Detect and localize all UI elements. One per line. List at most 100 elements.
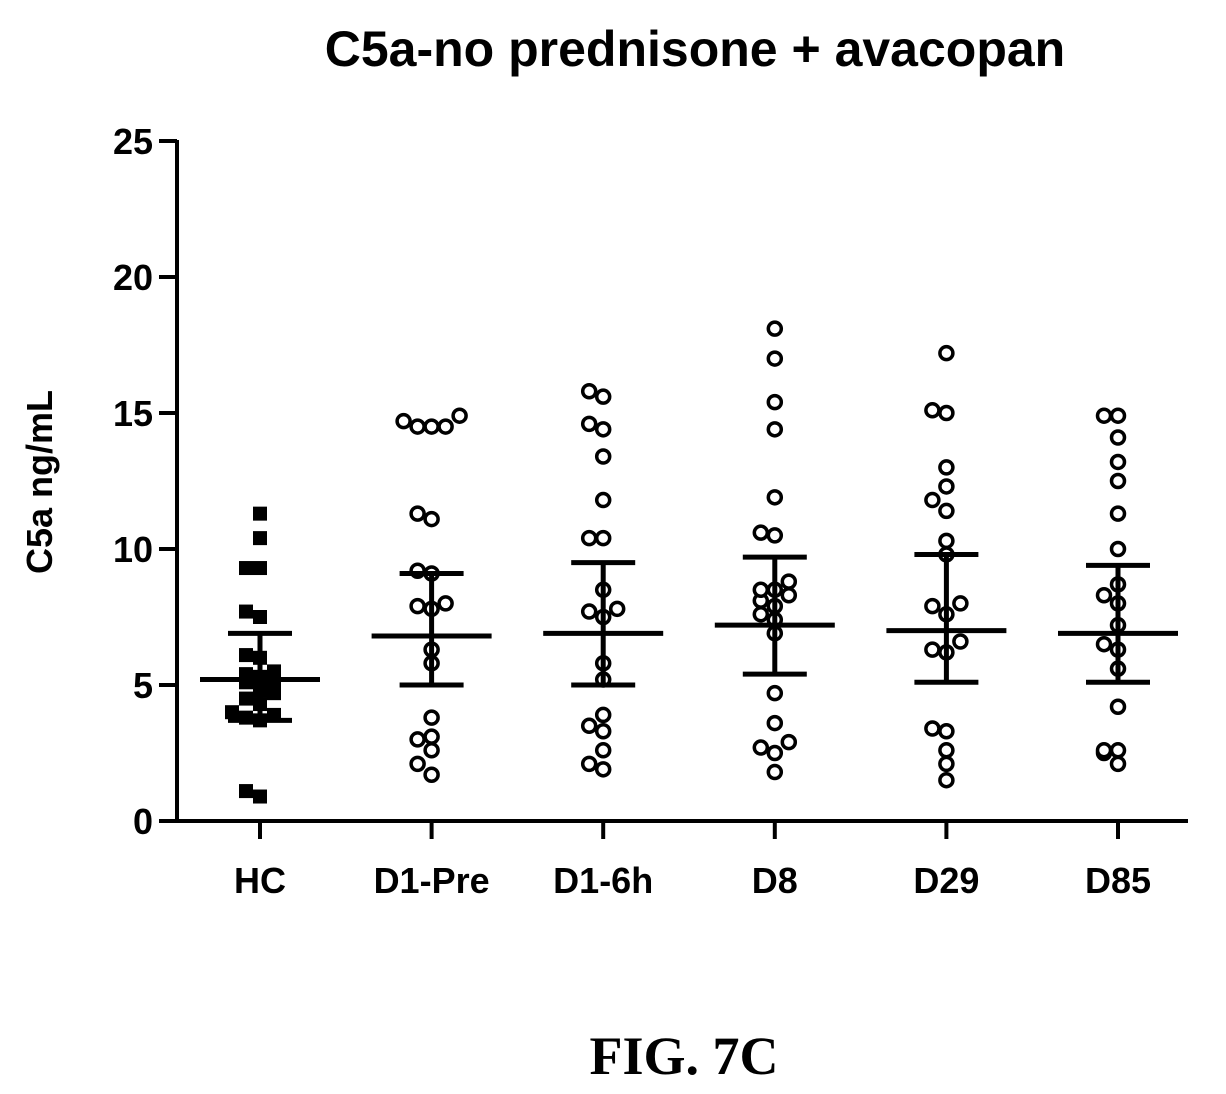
data-point — [938, 502, 955, 520]
data-point — [451, 407, 468, 424]
data-point — [766, 684, 784, 702]
data-point — [594, 529, 612, 547]
data-point — [766, 489, 784, 506]
data-point — [924, 597, 941, 615]
data-point — [580, 529, 598, 547]
data-point — [924, 720, 941, 737]
data-point — [766, 527, 784, 544]
data-point — [780, 573, 798, 590]
data-point — [1109, 505, 1127, 522]
data-point — [267, 664, 281, 679]
data-point — [1109, 453, 1127, 471]
data-point — [253, 789, 267, 804]
data-point — [594, 491, 612, 509]
y-axis-label: C5a ng/mL — [19, 390, 60, 574]
data-point — [766, 744, 784, 762]
data-point — [395, 412, 412, 430]
data-point — [752, 739, 770, 756]
data-point — [594, 388, 612, 405]
data-point — [437, 595, 454, 612]
data-point — [580, 755, 598, 773]
data-point — [423, 418, 440, 435]
data-point — [423, 766, 440, 784]
data-point — [409, 731, 426, 748]
data-point — [409, 597, 426, 615]
data-point — [423, 742, 440, 759]
data-point — [780, 733, 798, 751]
data-point — [1095, 586, 1113, 604]
x-tick-label: D1-6h — [553, 860, 653, 901]
x-tick-label: D8 — [752, 860, 798, 901]
data-point — [952, 633, 969, 650]
data-point — [1109, 540, 1127, 558]
data-point — [924, 491, 941, 509]
data-point — [938, 344, 955, 362]
data-point — [423, 728, 440, 745]
data-point — [938, 755, 955, 773]
data-point — [253, 561, 267, 576]
data-point — [267, 686, 281, 701]
data-point — [409, 418, 426, 435]
data-point — [580, 382, 598, 400]
data-point — [1095, 635, 1113, 653]
data-point — [239, 691, 253, 706]
data-point — [239, 784, 253, 799]
data-point — [580, 717, 598, 735]
data-point — [253, 506, 267, 521]
data-point — [608, 600, 626, 618]
data-point — [938, 478, 955, 495]
data-point — [594, 722, 612, 740]
x-tick-label: HC — [234, 860, 286, 901]
y-tick-label: 5 — [133, 665, 153, 706]
data-point — [766, 763, 784, 781]
x-tick-label: D29 — [913, 860, 979, 901]
x-tick-label: D85 — [1085, 860, 1151, 901]
data-point — [924, 402, 941, 419]
data-point — [1109, 407, 1127, 424]
data-point — [594, 761, 612, 778]
data-point — [239, 561, 253, 576]
data-point — [253, 610, 267, 624]
mean-sd-bars — [200, 551, 1178, 723]
x-tick-label: D1-Pre — [374, 860, 490, 901]
data-point — [225, 705, 239, 720]
data-points — [225, 320, 1127, 804]
data-point — [938, 459, 955, 476]
data-point — [594, 706, 612, 724]
data-point — [409, 505, 426, 522]
data-point — [752, 524, 770, 541]
y-tick-label: 20 — [113, 257, 153, 298]
data-point — [594, 448, 612, 465]
data-point — [253, 531, 267, 546]
data-point — [437, 418, 454, 435]
data-point — [766, 320, 784, 337]
data-point — [580, 415, 598, 433]
data-point — [766, 350, 784, 367]
data-point — [239, 648, 253, 663]
data-point — [580, 603, 598, 620]
data-point — [239, 604, 253, 619]
y-tick-label: 0 — [133, 801, 153, 842]
axes: 0 5 10 15 20 25 HC D1-Pre D1-6h D8 D29 D85 — [113, 121, 1188, 901]
data-point — [766, 393, 784, 411]
data-point — [1109, 742, 1127, 759]
data-point — [938, 742, 955, 759]
data-point — [766, 421, 784, 438]
data-point — [594, 742, 612, 759]
data-point — [423, 709, 440, 726]
data-point — [938, 771, 955, 789]
data-point — [780, 586, 798, 604]
data-point — [938, 404, 955, 422]
data-point — [1095, 742, 1113, 759]
data-point — [423, 510, 440, 528]
data-point — [952, 595, 969, 612]
y-tick-label: 25 — [113, 121, 153, 162]
data-point — [752, 606, 770, 623]
chart-title: C5a-no prednisone + avacopan — [325, 21, 1065, 77]
data-point — [1109, 472, 1127, 490]
data-point — [924, 641, 941, 658]
data-point — [938, 532, 955, 550]
data-point — [409, 755, 426, 773]
data-point — [752, 581, 770, 599]
